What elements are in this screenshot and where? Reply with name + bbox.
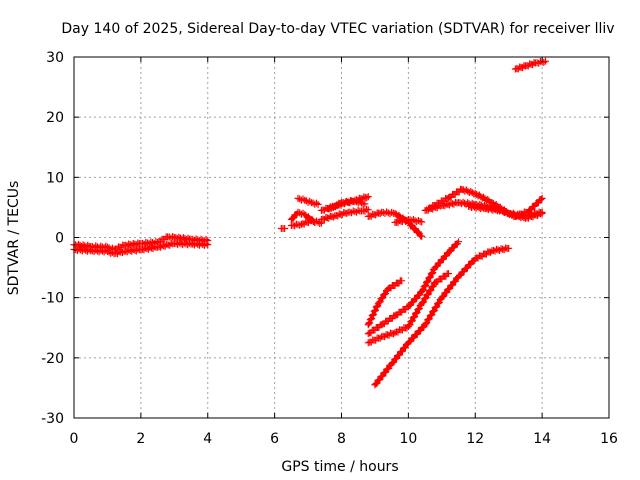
series-track-9 — [317, 197, 369, 214]
series-markers — [424, 185, 546, 222]
series-markers — [317, 205, 372, 223]
series-markers — [511, 57, 549, 73]
series-track-19 — [511, 57, 549, 73]
y-tick-label: -20 — [41, 351, 64, 367]
data-series — [70, 57, 549, 389]
series-markers — [277, 224, 289, 232]
y-axis-label: SDTVAR / TECUs — [6, 181, 22, 296]
series-markers — [364, 270, 452, 347]
x-tick-label: 0 — [70, 431, 79, 447]
series-track-3 — [277, 224, 289, 232]
y-tick-label: -30 — [41, 411, 64, 427]
series-track-16 — [364, 270, 452, 347]
series-markers — [465, 194, 546, 221]
series-markers — [294, 194, 322, 208]
chart-title: Day 140 of 2025, Sidereal Day-to-day VTE… — [61, 21, 614, 37]
x-tick-label: 8 — [337, 431, 346, 447]
series-track-18 — [371, 244, 513, 389]
series-markers — [364, 277, 406, 329]
series-track-6 — [287, 216, 325, 230]
series-track-14 — [465, 194, 546, 221]
x-tick-label: 4 — [203, 431, 212, 447]
x-tick-label: 2 — [136, 431, 145, 447]
series-track-7 — [317, 205, 372, 223]
x-tick-label: 16 — [600, 431, 618, 447]
series-markers — [364, 238, 463, 338]
y-tick-label: 0 — [55, 231, 64, 247]
y-tick-label: 20 — [46, 110, 64, 126]
y-tick-label: 30 — [46, 50, 64, 66]
x-tick-label: 10 — [399, 431, 417, 447]
series-track-17 — [364, 277, 406, 329]
series-markers — [287, 216, 325, 230]
y-tick-label: -10 — [41, 291, 64, 307]
x-tick-label: 12 — [466, 431, 484, 447]
series-markers — [391, 215, 426, 227]
axis-ticks: 0 2 4 6 8 10 12 14 16 -30 -20 -10 0 10 20 30 — [41, 50, 618, 447]
gridlines — [74, 57, 609, 418]
series-markers — [371, 244, 513, 389]
series-track-11 — [391, 215, 426, 227]
x-tick-label: 14 — [533, 431, 551, 447]
x-tick-label: 6 — [270, 431, 279, 447]
series-track-13 — [424, 185, 546, 222]
x-axis-label: GPS time / hours — [281, 459, 398, 475]
y-tick-label: 10 — [46, 170, 64, 186]
series-markers — [317, 197, 369, 214]
series-track-5 — [294, 194, 322, 208]
series-track-15 — [364, 238, 463, 338]
